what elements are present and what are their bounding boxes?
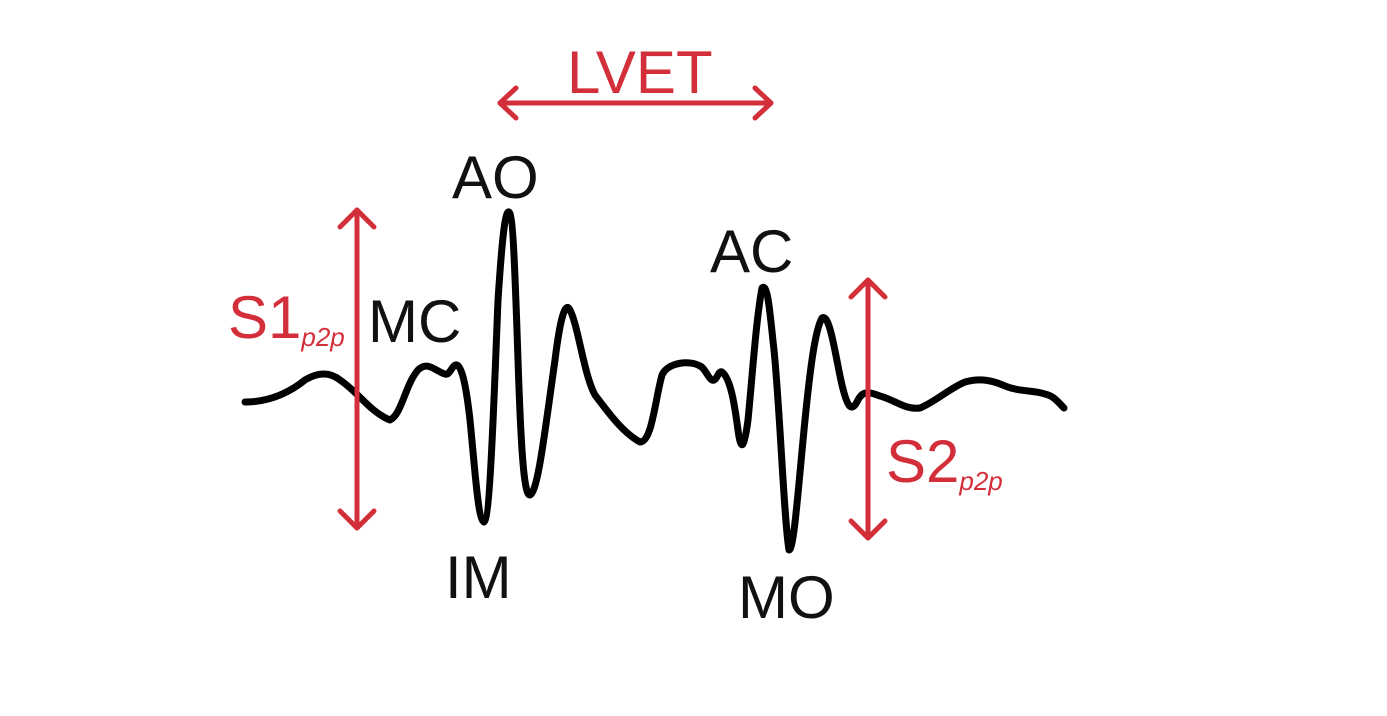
s1-label-main: S1 bbox=[228, 284, 301, 351]
s1-arrow bbox=[337, 207, 377, 531]
s2-label-sub: p2p bbox=[958, 466, 1002, 496]
mo-label: MO bbox=[738, 564, 835, 631]
s2-label-main: S2 bbox=[886, 428, 959, 495]
scg-waveform bbox=[241, 208, 1068, 554]
ao-label: AO bbox=[452, 144, 539, 211]
s2-arrow bbox=[848, 277, 888, 541]
s1-label: S1p2p bbox=[228, 284, 345, 352]
s1-label-sub: p2p bbox=[300, 322, 344, 352]
lvet-arrow bbox=[497, 85, 774, 121]
im-label: IM bbox=[445, 544, 512, 611]
s2-label: S2p2p bbox=[886, 428, 1003, 496]
ac-label: AC bbox=[710, 218, 793, 285]
mc-label: MC bbox=[368, 288, 461, 355]
lvet-label: LVET bbox=[567, 39, 713, 106]
